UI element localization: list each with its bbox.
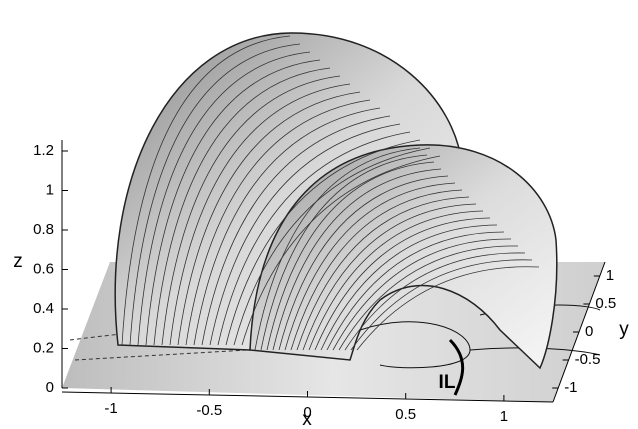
y-tick-label: -1 [564,379,577,396]
x-tick-label: 1 [500,408,508,425]
field-line [332,238,512,351]
field-line [145,59,321,346]
z-tick-label: 1 [46,181,54,198]
field-line [169,83,351,346]
field-line [153,67,331,346]
field-line [185,99,371,346]
field-line [290,189,463,351]
field-line [326,231,505,351]
x-tick-label: 0 [303,404,311,421]
y-tick-label: -0.5 [575,351,601,368]
field-line [356,266,540,351]
field-line [137,51,311,346]
field-line [344,252,526,351]
annotation: IL [439,372,456,393]
inversion-line [448,338,465,396]
field-line [209,123,401,346]
x-axis-label: x [302,409,312,429]
field-line [296,196,470,351]
z-tick-label: 1.2 [33,142,54,159]
z-tick-label: 0.2 [33,339,54,356]
field-line [260,154,428,351]
field-line [233,147,431,346]
field-line [121,35,291,346]
x-tick-label: 0.5 [395,406,416,423]
field-line [320,224,498,351]
y-tick-label: 0 [585,323,593,340]
field-line [338,245,519,351]
field-line [225,139,421,346]
field-line [278,175,449,351]
field-line [350,259,533,351]
field-line [161,75,341,346]
z-tick-label: 0.8 [33,221,54,238]
field-line [314,217,491,351]
field-line [241,155,441,346]
field-line [129,43,301,346]
field-line [254,147,421,351]
field-line [217,131,411,346]
z-tick-label: 0 [46,379,54,396]
field-line [201,115,391,346]
field-line [284,182,456,351]
field-line [193,107,381,346]
x-tick-label: -0.5 [196,402,222,419]
z-axis-label: z [13,251,23,272]
field-line [308,210,484,351]
y-tick-label: 1 [606,267,614,284]
y-tick-label: 0.5 [595,295,616,312]
field-line [266,161,435,351]
y-axis-label: y [619,319,629,340]
z-tick-label: 0.4 [33,300,54,317]
field-line [177,91,361,346]
z-tick-label: 0.6 [33,260,54,277]
field-line [272,168,442,351]
x-tick-label: -1 [104,400,117,417]
field-line [302,203,477,351]
